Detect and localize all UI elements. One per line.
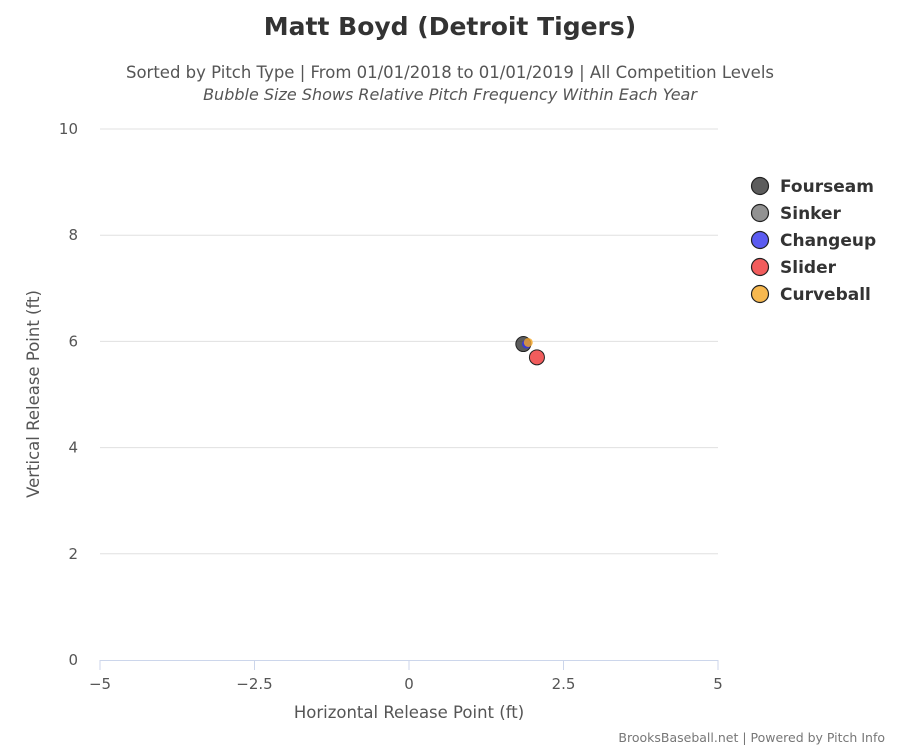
legend-item-slider[interactable]: Slider [750,257,837,278]
legend-item-curveball[interactable]: Curveball [750,284,871,305]
legend-item-sinker[interactable]: Sinker [750,203,842,224]
y-tick-label: 6 [68,332,78,350]
y-tick-label: 2 [68,545,78,563]
legend-item-fourseam[interactable]: Fourseam [750,176,874,197]
legend-marker [750,230,770,250]
chart-subtitle: Sorted by Pitch Type | From 01/01/2018 t… [126,63,774,82]
x-tick-label: 2.5 [552,675,576,693]
chart-title: Matt Boyd (Detroit Tigers) [264,12,636,41]
point-curveball[interactable] [523,337,533,347]
x-tick-label: 0 [404,675,414,693]
x-axis: −5 −2.5 0 2.5 5 [89,660,723,693]
point-slider[interactable] [528,349,545,366]
legend-label: Changeup [780,231,876,251]
x-tick-label: 5 [713,675,723,693]
legend-label: Fourseam [780,177,874,197]
y-tick-label: 10 [59,120,78,138]
x-tick-label: −2.5 [236,675,272,693]
y-tick-label: 0 [68,651,78,669]
legend-marker [750,284,770,304]
legend-item-changeup[interactable]: Changeup [750,230,877,251]
y-axis-ticks: 0 2 4 6 8 10 [59,120,78,669]
credits-text[interactable]: BrooksBaseball.net | Powered by Pitch In… [618,730,885,745]
x-tick-label: −5 [89,675,111,693]
x-axis-label: Horizontal Release Point (ft) [294,703,524,722]
legend-marker [750,176,770,196]
grid-lines [100,128,718,555]
legend[interactable]: Fourseam Sinker Changeup Slider Curveball [750,176,877,305]
legend-marker [750,257,770,277]
legend-label: Slider [780,258,837,278]
legend-label: Sinker [780,204,842,224]
chart-subtitle-note: Bubble Size Shows Relative Pitch Frequen… [203,85,698,104]
y-tick-label: 4 [68,439,78,457]
legend-label: Curveball [780,285,871,305]
y-axis-label: Vertical Release Point (ft) [24,290,43,498]
legend-marker [750,203,770,223]
plot-area[interactable] [515,336,545,366]
y-tick-label: 8 [68,226,78,244]
